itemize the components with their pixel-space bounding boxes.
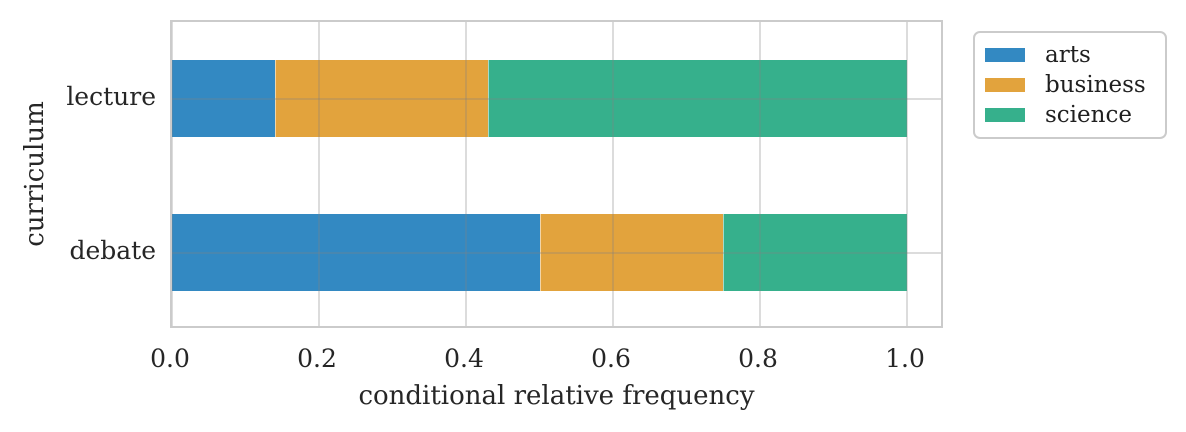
x-tick-label-0.8: 0.8: [738, 344, 778, 373]
bar-segment-debate-arts: [172, 214, 540, 291]
legend: arts business science: [973, 31, 1167, 139]
x-tick-label-0.6: 0.6: [591, 344, 631, 373]
y-gridline-debate: [172, 251, 941, 254]
x-tick-label-0.0: 0.0: [150, 344, 190, 373]
x-gridline-0.2: [318, 22, 320, 326]
y-tick-label-debate: debate: [69, 235, 156, 265]
bar-lecture: [172, 60, 907, 137]
x-gridline-0.8: [759, 22, 761, 326]
bar-segment-lecture-business: [274, 60, 489, 137]
bar-segment-lecture-arts: [172, 60, 275, 137]
bar-segment-debate-science: [723, 214, 907, 291]
legend-label-arts: arts: [1045, 41, 1091, 68]
bar-debate: [172, 214, 907, 291]
x-gridline-1.0: [906, 22, 908, 326]
x-tick-label-1.0: 1.0: [885, 344, 925, 373]
legend-item-science: science: [985, 100, 1155, 130]
legend-swatch-business: [985, 78, 1025, 92]
x-gridline-0.4: [465, 22, 467, 326]
x-gridline-0.6: [612, 22, 614, 326]
legend-swatch-arts: [985, 48, 1025, 62]
y-axis-title: curriculum: [20, 101, 50, 247]
legend-swatch-science: [985, 108, 1025, 122]
plot-area: [170, 20, 943, 328]
x-tick-label-0.4: 0.4: [444, 344, 484, 373]
legend-item-business: business: [985, 70, 1155, 100]
legend-label-business: business: [1045, 71, 1146, 98]
legend-items: arts business science: [985, 40, 1155, 130]
y-gridline-lecture: [172, 97, 941, 100]
x-tick-label-0.2: 0.2: [297, 344, 337, 373]
bar-segment-debate-business: [539, 214, 724, 291]
y-tick-label-lecture: lecture: [66, 81, 156, 111]
x-gridline-0.0: [172, 22, 173, 326]
legend-item-arts: arts: [985, 40, 1155, 70]
bar-segment-lecture-science: [488, 60, 907, 137]
legend-label-science: science: [1045, 101, 1132, 128]
x-axis-title: conditional relative frequency: [358, 381, 755, 411]
